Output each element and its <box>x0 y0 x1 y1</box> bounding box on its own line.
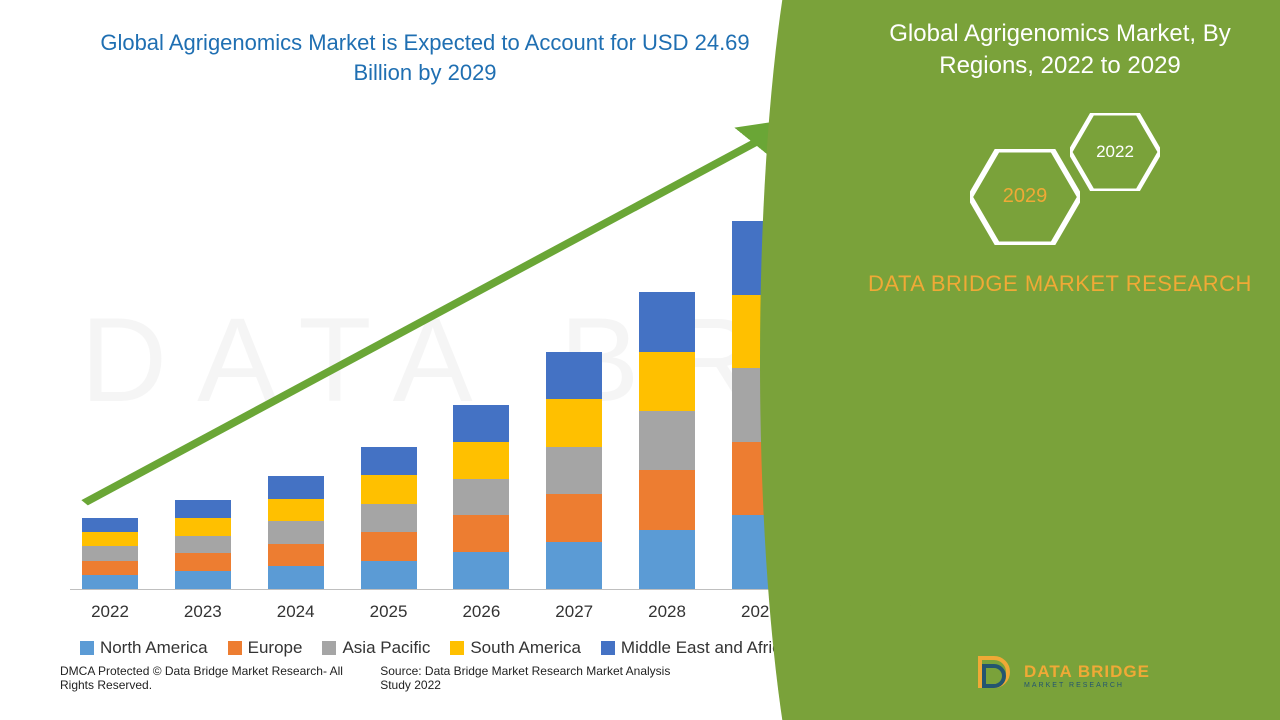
bar-segment <box>175 553 231 571</box>
bar-segment <box>175 518 231 536</box>
bar-segment <box>361 504 417 533</box>
bar-segment <box>639 470 695 529</box>
bar-column <box>349 447 429 590</box>
legend-item-eu: Europe <box>228 638 303 658</box>
bar-column <box>163 500 243 589</box>
swatch-eu <box>228 641 242 655</box>
bar-column <box>70 518 150 589</box>
copyright-text: DMCA Protected © Data Bridge Market Rese… <box>60 664 380 692</box>
swatch-mea <box>601 641 615 655</box>
bar-segment <box>268 544 324 567</box>
bar-stack <box>361 447 417 590</box>
bar-segment <box>453 515 509 552</box>
legend-item-ap: Asia Pacific <box>322 638 430 658</box>
chart-title: Global Agrigenomics Market is Expected t… <box>85 28 765 87</box>
bar-stack <box>453 405 509 589</box>
logo-icon <box>970 654 1014 698</box>
x-label: 2026 <box>441 602 521 622</box>
bar-segment <box>546 494 602 542</box>
swatch-ap <box>322 641 336 655</box>
x-label: 2025 <box>349 602 429 622</box>
x-label: 2024 <box>256 602 336 622</box>
bar-column <box>256 476 336 589</box>
legend-item-sa: South America <box>450 638 581 658</box>
bar-column <box>534 352 614 590</box>
bar-segment <box>546 399 602 447</box>
bar-segment <box>82 546 138 560</box>
hexagon-group: 2029 2022 <box>930 109 1190 249</box>
bar-segment <box>82 561 138 575</box>
legend-label-sa: South America <box>470 638 581 658</box>
bar-segment <box>361 532 417 561</box>
bar-segment <box>453 442 509 479</box>
source-text: Source: Data Bridge Market Research Mark… <box>380 664 680 692</box>
swatch-sa <box>450 641 464 655</box>
hex-label-2029: 2029 <box>1003 185 1048 208</box>
bar-segment <box>453 552 509 589</box>
legend: North America Europe Asia Pacific South … <box>70 638 800 658</box>
bar-stack <box>639 292 695 589</box>
bar-segment <box>175 500 231 518</box>
x-label: 2027 <box>534 602 614 622</box>
legend-label-ap: Asia Pacific <box>342 638 430 658</box>
bar-segment <box>453 479 509 516</box>
x-axis-labels: 20222023202420252026202720282029 <box>70 602 800 622</box>
right-panel-title: Global Agrigenomics Market, By Regions, … <box>860 18 1260 83</box>
bar-segment <box>82 518 138 532</box>
logo-text: DATA BRIDGE MARKET RESEARCH <box>1024 663 1150 689</box>
bar-column <box>441 405 521 589</box>
bar-segment <box>268 499 324 522</box>
bar-stack <box>546 352 602 590</box>
bar-segment <box>546 542 602 590</box>
x-label: 2022 <box>70 602 150 622</box>
bar-segment <box>639 292 695 351</box>
brand-text: DATA BRIDGE MARKET RESEARCH <box>868 269 1252 299</box>
bar-stack <box>175 500 231 589</box>
legend-label-na: North America <box>100 638 208 658</box>
bar-segment <box>361 447 417 476</box>
bar-segment <box>175 536 231 554</box>
legend-label-mea: Middle East and Africa <box>621 638 790 658</box>
bar-segment <box>546 447 602 495</box>
hexagon-2029: 2029 <box>970 149 1080 245</box>
bar-segment <box>268 476 324 499</box>
bar-segment <box>546 352 602 400</box>
bars-row <box>70 127 800 590</box>
x-label: 2028 <box>627 602 707 622</box>
footer: DMCA Protected © Data Bridge Market Rese… <box>60 664 820 692</box>
left-panel: Global Agrigenomics Market is Expected t… <box>0 0 840 720</box>
bar-segment <box>268 566 324 589</box>
x-label: 2023 <box>163 602 243 622</box>
legend-item-mea: Middle East and Africa <box>601 638 790 658</box>
logo-area: DATA BRIDGE MARKET RESEARCH <box>860 654 1260 698</box>
bar-segment <box>268 521 324 544</box>
bar-stack <box>268 476 324 589</box>
legend-label-eu: Europe <box>248 638 303 658</box>
bar-segment <box>639 411 695 470</box>
bar-segment <box>639 352 695 411</box>
bar-segment <box>82 532 138 546</box>
bar-segment <box>361 475 417 504</box>
bar-segment <box>639 530 695 589</box>
hexagon-2022: 2022 <box>1070 113 1160 191</box>
swatch-na <box>80 641 94 655</box>
bar-stack <box>82 518 138 589</box>
bar-segment <box>453 405 509 442</box>
logo-text-top: DATA BRIDGE <box>1024 663 1150 680</box>
legend-item-na: North America <box>80 638 208 658</box>
chart-stage: 20222023202420252026202720282029 North A… <box>30 107 820 700</box>
bar-segment <box>175 571 231 589</box>
bar-segment <box>361 561 417 590</box>
right-inner: Global Agrigenomics Market, By Regions, … <box>860 18 1260 702</box>
logo-text-bottom: MARKET RESEARCH <box>1024 682 1150 689</box>
hex-label-2022: 2022 <box>1096 142 1134 162</box>
bar-column <box>627 292 707 589</box>
right-panel: Global Agrigenomics Market, By Regions, … <box>840 0 1280 720</box>
bar-segment <box>82 575 138 589</box>
